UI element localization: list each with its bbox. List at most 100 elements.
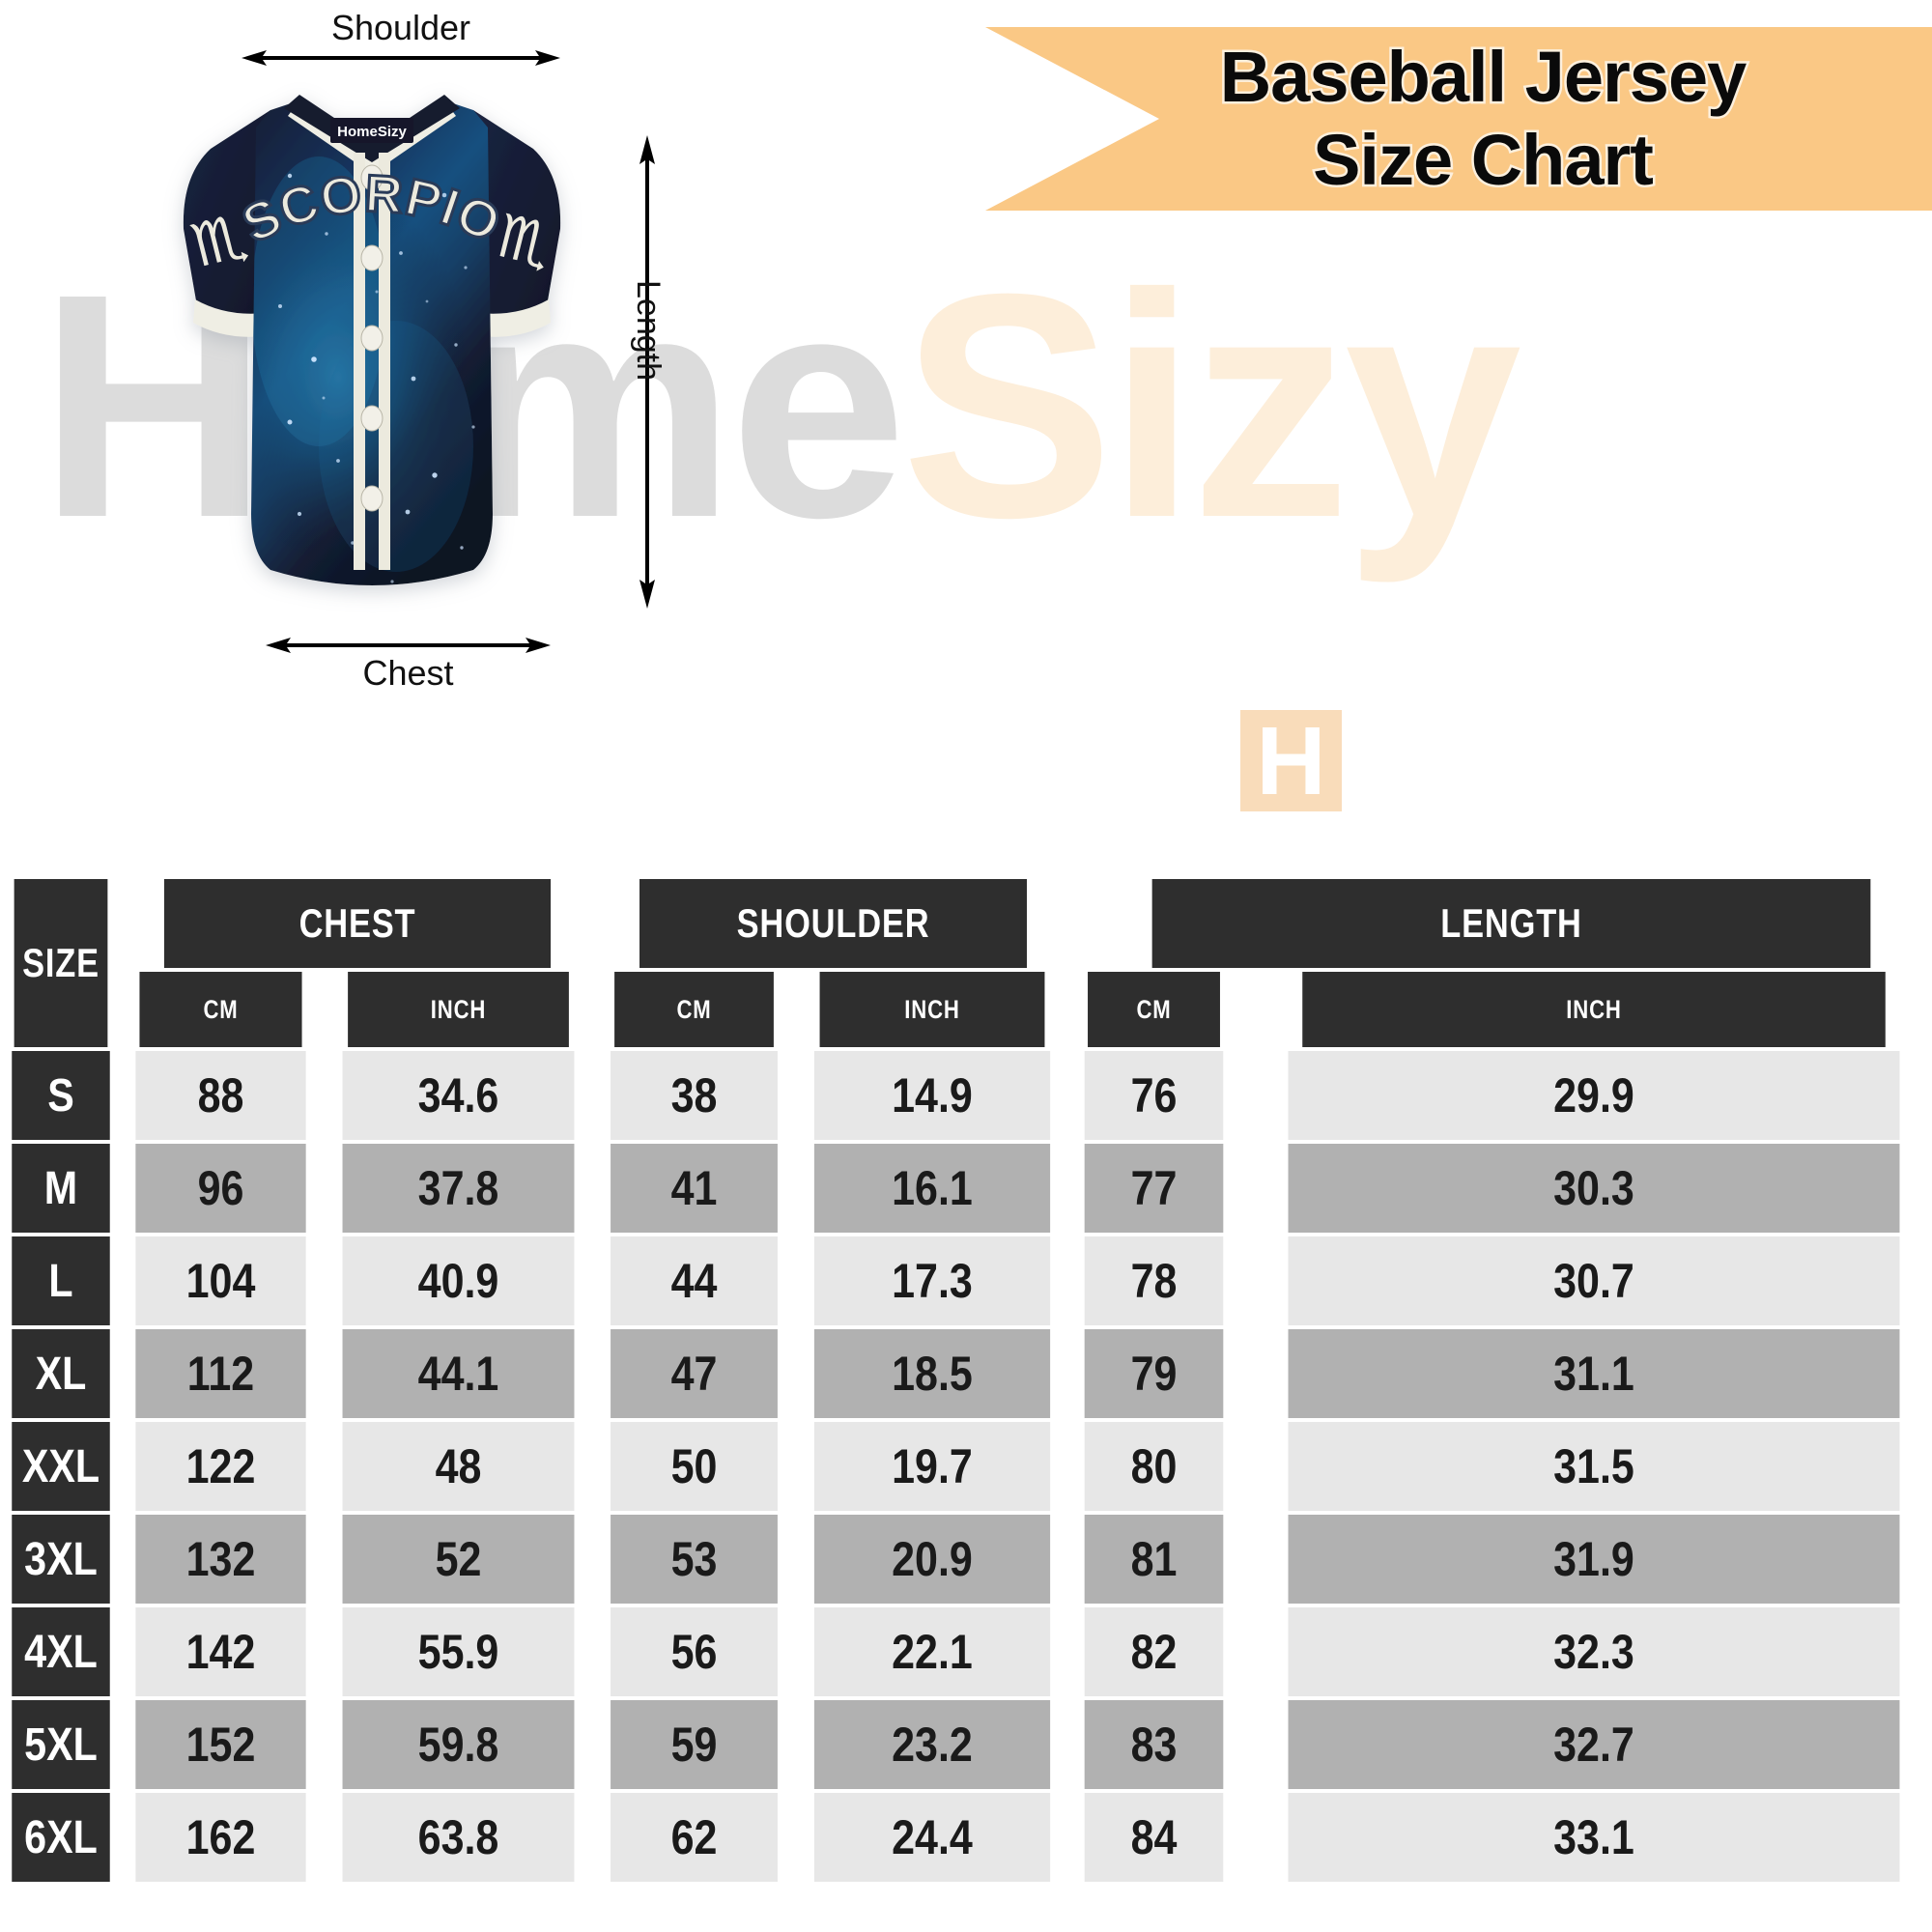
column-header-size: SIZE (14, 879, 108, 1047)
title-banner: Baseball Jersey Size Chart (850, 27, 1932, 211)
cell-size: XXL (12, 1422, 110, 1511)
cell-size: M (12, 1144, 110, 1233)
cell-length-cm: 77 (1084, 1144, 1224, 1233)
cell-size: S (12, 1051, 110, 1140)
jersey-illustration: HomeSizy SCORPIO ♏ ♏ (183, 95, 561, 585)
cell-chest-inch: 44.1 (342, 1329, 575, 1418)
cell-length-inch: 31.5 (1288, 1422, 1900, 1511)
cell-length-inch: 33.1 (1288, 1793, 1900, 1882)
cell-chest-inch: 63.8 (342, 1793, 575, 1882)
cell-chest-cm: 104 (135, 1236, 306, 1325)
cell-length-cm: 84 (1084, 1793, 1224, 1882)
column-header-chest-cm: CM (139, 972, 302, 1047)
column-header-shoulder-inch: INCH (819, 972, 1045, 1047)
cell-shoulder-cm: 47 (611, 1329, 778, 1418)
cell-shoulder-inch: 22.1 (813, 1607, 1051, 1696)
cell-length-inch: 31.9 (1288, 1515, 1900, 1604)
cell-shoulder-inch: 19.7 (813, 1422, 1051, 1511)
table-row: L 104 40.9 44 17.3 78 30.7 (4, 1236, 1932, 1325)
jersey-neck-tag-text: HomeSizy (337, 124, 407, 140)
cell-length-inch: 29.9 (1288, 1051, 1900, 1140)
cell-shoulder-cm: 38 (611, 1051, 778, 1140)
cell-length-inch: 30.3 (1288, 1144, 1900, 1233)
cell-shoulder-cm: 41 (611, 1144, 778, 1233)
length-measure-label: Length (630, 280, 667, 381)
watermark-h-logo: H (1240, 710, 1342, 811)
cell-shoulder-cm: 56 (611, 1607, 778, 1696)
cell-shoulder-inch: 16.1 (813, 1144, 1051, 1233)
cell-length-inch: 32.3 (1288, 1607, 1900, 1696)
cell-chest-cm: 162 (135, 1793, 306, 1882)
cell-length-cm: 76 (1084, 1051, 1224, 1140)
cell-length-cm: 83 (1084, 1700, 1224, 1789)
column-header-length-inch: INCH (1302, 972, 1886, 1047)
cell-chest-inch: 37.8 (342, 1144, 575, 1233)
table-row: 6XL 162 63.8 62 24.4 84 33.1 (4, 1793, 1932, 1882)
cell-chest-cm: 122 (135, 1422, 306, 1511)
column-header-chest-inch: INCH (348, 972, 569, 1047)
shoulder-double-arrow-icon (242, 50, 560, 66)
cell-length-cm: 80 (1084, 1422, 1224, 1511)
table-row: 4XL 142 55.9 56 22.1 82 32.3 (4, 1607, 1932, 1696)
cell-shoulder-inch: 23.2 (813, 1700, 1051, 1789)
table-row: XXL 122 48 50 19.7 80 31.5 (4, 1422, 1932, 1511)
cell-length-cm: 81 (1084, 1515, 1224, 1604)
cell-shoulder-inch: 17.3 (813, 1236, 1051, 1325)
cell-chest-inch: 48 (342, 1422, 575, 1511)
watermark-h-logo-letter: H (1256, 706, 1326, 815)
cell-chest-inch: 40.9 (342, 1236, 575, 1325)
cell-shoulder-inch: 24.4 (813, 1793, 1051, 1882)
cell-chest-cm: 152 (135, 1700, 306, 1789)
cell-shoulder-inch: 20.9 (813, 1515, 1051, 1604)
cell-chest-inch: 52 (342, 1515, 575, 1604)
cell-shoulder-cm: 59 (611, 1700, 778, 1789)
cell-size: 3XL (12, 1515, 110, 1604)
cell-size: L (12, 1236, 110, 1325)
column-header-shoulder-cm: CM (614, 972, 774, 1047)
cell-size: 6XL (12, 1793, 110, 1882)
size-chart-table: SIZE CHEST SHOULDER LENGTH CM INCH CM IN… (0, 875, 1932, 1886)
table-row: 3XL 132 52 53 20.9 81 31.9 (4, 1515, 1932, 1604)
column-group-header-chest: CHEST (163, 879, 552, 968)
cell-shoulder-inch: 14.9 (813, 1051, 1051, 1140)
cell-length-cm: 79 (1084, 1329, 1224, 1418)
column-header-length-cm: CM (1088, 972, 1220, 1047)
product-measurement-diagram: HomeSizy SCORPIO ♏ ♏ Shoulder (0, 0, 850, 874)
table-row: M 96 37.8 41 16.1 77 30.3 (4, 1144, 1932, 1233)
table-body: S 88 34.6 38 14.9 76 29.9 M 96 37.8 41 16.1 77 30.3 L 1… (4, 1051, 1932, 1882)
table-header-row-units: CM INCH CM INCH CM INCH (4, 972, 1932, 1047)
cell-length-inch: 31.1 (1288, 1329, 1900, 1418)
chest-measure-label: Chest (362, 653, 454, 693)
cell-chest-cm: 96 (135, 1144, 306, 1233)
shoulder-measure-label: Shoulder (330, 8, 471, 47)
cell-chest-cm: 142 (135, 1607, 306, 1696)
cell-size: XL (12, 1329, 110, 1418)
cell-length-cm: 78 (1084, 1236, 1224, 1325)
cell-length-cm: 82 (1084, 1607, 1224, 1696)
jersey-right-sleeve (473, 110, 561, 320)
cell-length-inch: 32.7 (1288, 1700, 1900, 1789)
cell-shoulder-cm: 44 (611, 1236, 778, 1325)
column-group-header-length: LENGTH (1151, 879, 1871, 968)
cell-size: 4XL (12, 1607, 110, 1696)
cell-shoulder-cm: 50 (611, 1422, 778, 1511)
chest-double-arrow-icon (266, 638, 551, 653)
jersey-neck-tag (330, 118, 413, 143)
table-row: S 88 34.6 38 14.9 76 29.9 (4, 1051, 1932, 1140)
cell-shoulder-inch: 18.5 (813, 1329, 1051, 1418)
cell-chest-cm: 88 (135, 1051, 306, 1140)
cell-chest-cm: 132 (135, 1515, 306, 1604)
length-double-arrow-icon (639, 135, 655, 609)
banner-title-line-2: Size Chart (1311, 118, 1657, 203)
cell-shoulder-cm: 53 (611, 1515, 778, 1604)
jersey-left-sleeve (183, 110, 270, 320)
cell-length-inch: 30.7 (1288, 1236, 1900, 1325)
column-group-header-shoulder: SHOULDER (639, 879, 1028, 968)
cell-size: 5XL (12, 1700, 110, 1789)
table-row: XL 112 44.1 47 18.5 79 31.1 (4, 1329, 1932, 1418)
banner-title-line-1: Baseball Jersey (1217, 35, 1749, 120)
size-chart-table-container: SIZE CHEST SHOULDER LENGTH CM INCH CM IN… (0, 875, 1932, 1886)
table-row: 5XL 152 59.8 59 23.2 83 32.7 (4, 1700, 1932, 1789)
cell-chest-inch: 55.9 (342, 1607, 575, 1696)
cell-shoulder-cm: 62 (611, 1793, 778, 1882)
